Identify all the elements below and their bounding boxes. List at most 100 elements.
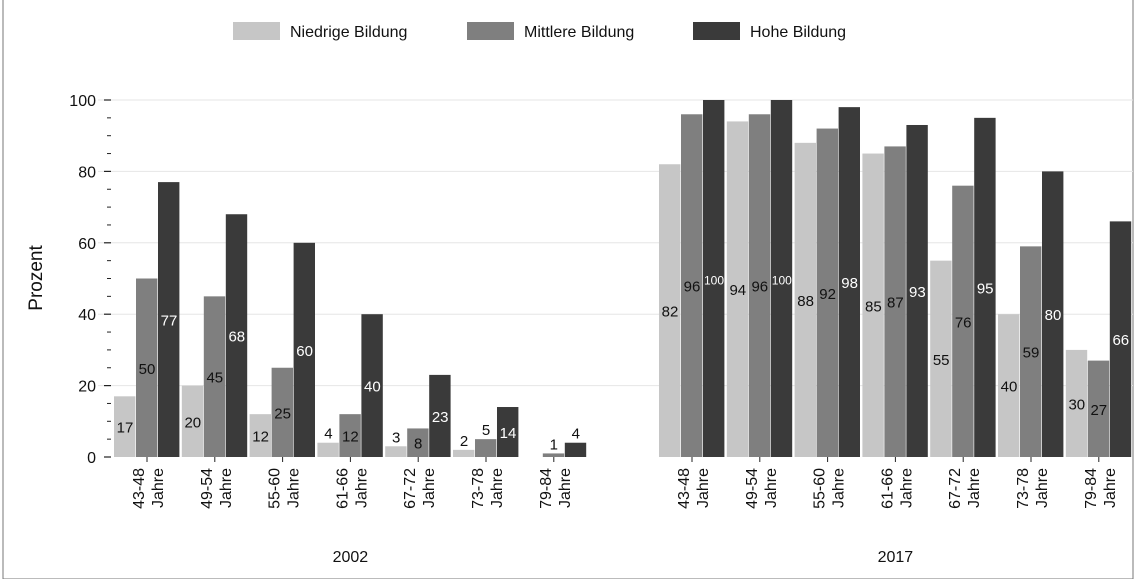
bar-data-label: 8 (414, 436, 422, 453)
x-tick-label: 73-78 (1015, 468, 1032, 509)
bar-data-label: 17 (117, 420, 134, 437)
bar-data-label: 66 (1112, 332, 1129, 349)
y-tick-label: 80 (78, 164, 96, 181)
legend-label: Mittlere Bildung (524, 24, 634, 41)
x-tick-label-suffix: Jahre (286, 468, 303, 508)
bar-data-label: 87 (887, 295, 904, 312)
x-tick-label: 43-48 (676, 468, 693, 509)
bar (794, 142, 816, 457)
bar-data-label: 4 (572, 426, 580, 443)
x-tick-label-suffix: Jahre (489, 468, 506, 508)
legend-label: Hohe Bildung (750, 24, 846, 41)
bar (361, 314, 383, 457)
y-tick-label: 20 (78, 379, 96, 396)
bar-data-label: 20 (184, 414, 201, 431)
x-tick-label: 55-60 (812, 468, 829, 509)
bar (542, 453, 565, 457)
bar-data-label: 55 (933, 352, 950, 369)
legend-swatch (233, 22, 280, 40)
x-tick-label: 73-78 (470, 468, 487, 509)
x-tick-label: 61-66 (334, 468, 351, 509)
bar (703, 100, 725, 457)
bar-data-label: 50 (139, 361, 156, 378)
bar (974, 117, 996, 457)
bar-data-label: 96 (751, 279, 768, 296)
bar-data-label: 93 (909, 284, 926, 301)
x-tick-label-suffix: Jahre (898, 468, 915, 508)
bar (453, 449, 475, 457)
bar-data-label: 85 (865, 298, 882, 315)
bar (838, 107, 860, 457)
bar-data-label: 23 (432, 409, 449, 426)
x-tick-label-suffix: Jahre (353, 468, 370, 508)
bars (114, 100, 1132, 458)
bar-data-label: 80 (1045, 307, 1062, 324)
legend-swatch (693, 22, 740, 40)
bar-data-label: 40 (364, 379, 381, 396)
x-tick-label: 61-66 (879, 468, 896, 509)
y-tick-label: 40 (78, 307, 96, 324)
x-tick-label-suffix: Jahre (1034, 468, 1051, 508)
group-label: 2017 (878, 549, 914, 566)
bar-data-label: 68 (228, 329, 245, 346)
bar-data-label: 88 (797, 293, 814, 310)
x-tick-label: 79-84 (1083, 468, 1100, 509)
y-tick-label: 60 (78, 236, 96, 253)
bar-data-label: 40 (1001, 379, 1018, 396)
bar (181, 385, 204, 457)
bar-data-label: 60 (296, 343, 313, 360)
x-tick-label-suffix: Jahre (150, 468, 167, 508)
x-tick-label: 43-48 (131, 468, 148, 509)
bar-data-label: 77 (161, 313, 178, 330)
bar-data-label: 98 (841, 275, 858, 292)
bar (497, 407, 519, 457)
bar-data-label: 95 (977, 280, 994, 297)
bar-data-label: 100 (772, 274, 792, 288)
bar (659, 164, 681, 457)
bar-data-label: 82 (662, 304, 679, 321)
legend-swatch (467, 22, 514, 40)
bar (884, 146, 906, 457)
bar (203, 296, 226, 457)
bar (862, 153, 884, 458)
bar (952, 185, 974, 457)
bar (225, 214, 248, 457)
legend-label: Niedrige Bildung (290, 24, 407, 41)
bar-data-label: 2 (460, 433, 468, 450)
bar-data-label: 4 (324, 426, 332, 443)
x-tick-label: 55-60 (267, 468, 284, 509)
bar (1109, 221, 1132, 457)
y-axis: 0 20 40 60 80 100 (69, 93, 111, 467)
bar-data-label: 12 (252, 429, 269, 446)
bar (748, 114, 771, 457)
bar (998, 314, 1020, 457)
bar-data-label: 94 (729, 282, 746, 299)
x-tick-label-suffix: Jahre (557, 468, 574, 508)
bar (1065, 349, 1088, 457)
bar (429, 374, 451, 457)
bar (114, 396, 136, 457)
x-tick-label-suffix: Jahre (966, 468, 983, 508)
x-tick-label-suffix: Jahre (763, 468, 780, 508)
bar (158, 182, 180, 458)
bar (1020, 246, 1042, 457)
bar-data-label: 100 (704, 274, 724, 288)
legend: Niedrige Bildung Mittlere Bildung Hohe Bil… (233, 22, 846, 41)
y-tick-label: 0 (87, 450, 96, 467)
bar (1087, 360, 1110, 457)
bar (249, 414, 271, 457)
bar (770, 100, 793, 457)
y-axis-title: Prozent (26, 245, 47, 311)
bar (1042, 171, 1064, 457)
bar (906, 124, 928, 458)
bar (136, 278, 158, 457)
bar-data-label: 45 (206, 370, 223, 387)
bar-data-label: 96 (684, 279, 701, 296)
x-tick-label: 49-54 (744, 468, 761, 509)
bar (564, 442, 587, 457)
x-tick-label-suffix: Jahre (421, 468, 438, 508)
x-tick-label: 67-72 (402, 468, 419, 509)
x-tick-label-suffix: Jahre (218, 468, 235, 508)
